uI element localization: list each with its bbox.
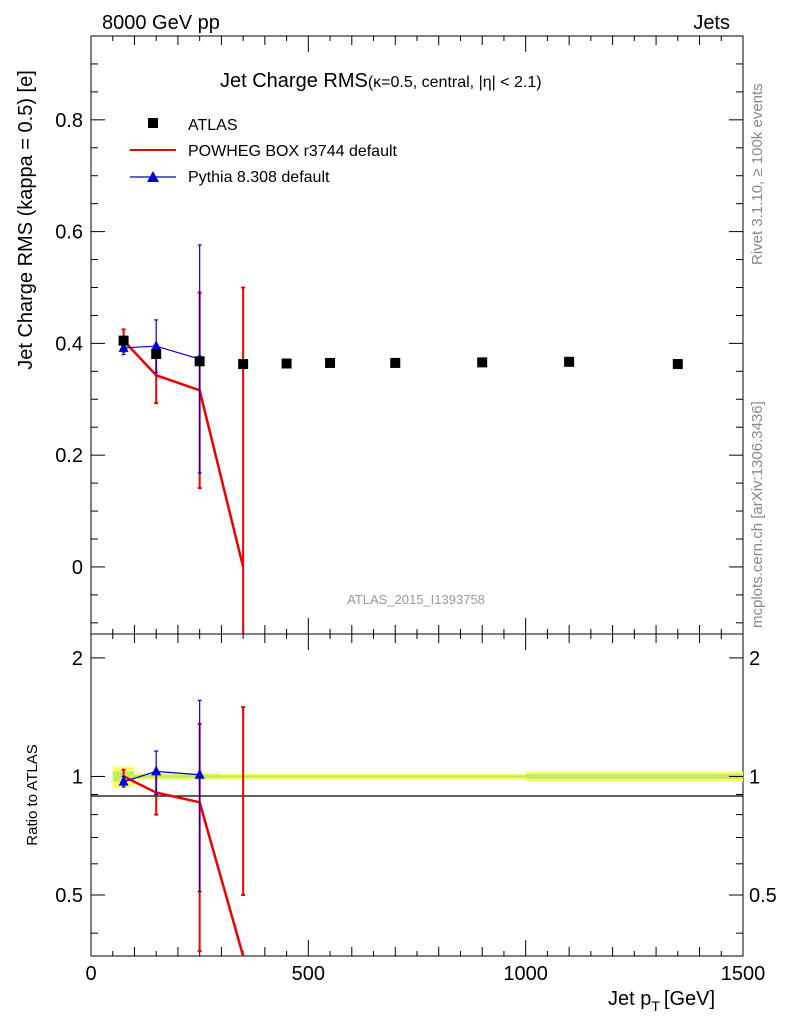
main-y-tick-label: 0.2 xyxy=(55,445,83,467)
main-y-tick-label: 0.6 xyxy=(55,222,83,244)
ratio-band-inner xyxy=(612,773,743,780)
ratio-panel: 0.5 0.5 1 1 2 2 Ratio to ATLAS xyxy=(24,633,777,957)
ratio-band-inner xyxy=(438,775,526,778)
legend-pythia-label: Pythia 8.308 default xyxy=(188,169,330,186)
x-axis-label-main: Jet p xyxy=(608,988,651,1010)
legend-pythia-marker xyxy=(147,171,159,182)
powheg-line xyxy=(122,339,245,568)
ratio-y-tick-label-right: 2 xyxy=(749,648,760,670)
ratio-y-tick-label-left: 2 xyxy=(72,648,83,670)
ratio-pythia-point xyxy=(118,775,129,786)
pythia-point xyxy=(118,341,129,352)
ratio-y-axis-label: Ratio to ATLAS xyxy=(24,744,41,845)
mcplots-label: mcplots.cern.ch [arXiv:1306.3436] xyxy=(749,401,766,628)
x-tick-label: 1500 xyxy=(721,963,766,985)
chart-title-sub: (κ=0.5, central, |η| < 2.1) xyxy=(368,74,542,91)
main-panel: 0 0.2 0.4 0.6 0.8 Jet Charge RMS (kappa = 0.… xyxy=(15,35,744,635)
ratio-band-inner xyxy=(525,773,613,780)
legend-atlas-label: ATLAS xyxy=(188,117,238,134)
ratio-band-inner xyxy=(351,775,439,778)
main-y-axis-label: Jet Charge RMS (kappa = 0.5) [e] xyxy=(15,70,37,370)
atlas-data-point xyxy=(390,357,401,368)
chart-title: Jet Charge RMS(κ=0.5, central, |η| < 2.1… xyxy=(220,70,542,92)
chart-title-main: Jet Charge RMS xyxy=(220,70,368,92)
x-tick-label: 1000 xyxy=(503,963,548,985)
ratio-pythia-point xyxy=(151,765,162,776)
header-jets-label: Jets xyxy=(693,12,730,34)
ratio-y-tick-label-right: 0.5 xyxy=(749,885,777,907)
ratio-band-inner xyxy=(308,775,352,778)
ratio-powheg-line xyxy=(123,775,245,957)
legend-atlas-marker xyxy=(148,118,158,128)
ratio-y-tick-label-left: 0.5 xyxy=(55,885,83,907)
analysis-watermark: ATLAS_2015_I1393758 xyxy=(347,592,485,607)
x-tick-label: 0 xyxy=(85,963,96,985)
ratio-band-inner xyxy=(264,775,309,778)
header-energy-label: 8000 GeV pp xyxy=(102,12,220,34)
x-axis-label: Jet pT [GeV] xyxy=(608,988,715,1014)
atlas-data-point xyxy=(281,358,292,369)
pythia-point xyxy=(151,340,162,351)
ratio-frame xyxy=(90,633,744,957)
ratio-y-tick-label-right: 1 xyxy=(749,766,760,788)
main-y-tick-label: 0 xyxy=(72,557,83,579)
atlas-data-point xyxy=(477,357,488,368)
x-axis-label-unit: [GeV] xyxy=(664,988,715,1010)
atlas-data-point xyxy=(118,335,129,346)
atlas-data-point xyxy=(151,349,162,360)
x-tick-label: 500 xyxy=(292,963,325,985)
atlas-data-point xyxy=(325,357,336,368)
atlas-data-point xyxy=(672,359,683,370)
ratio-pythia-point xyxy=(194,768,205,779)
main-y-tick-label: 0.4 xyxy=(55,333,83,355)
ratio-y-tick-label-left: 1 xyxy=(72,766,83,788)
rivet-version-label: Rivet 3.1.10, ≥ 100k events xyxy=(749,83,766,265)
legend-powheg-label: POWHEG BOX r3744 default xyxy=(188,143,398,160)
atlas-data-point xyxy=(238,359,249,370)
atlas-data-point xyxy=(564,356,575,367)
x-axis-label-subscript: T xyxy=(651,998,660,1014)
atlas-data-point xyxy=(194,356,205,367)
legend: ATLAS POWHEG BOX r3744 default Pythia 8.… xyxy=(130,117,398,186)
main-y-tick-label: 0.8 xyxy=(55,110,83,132)
